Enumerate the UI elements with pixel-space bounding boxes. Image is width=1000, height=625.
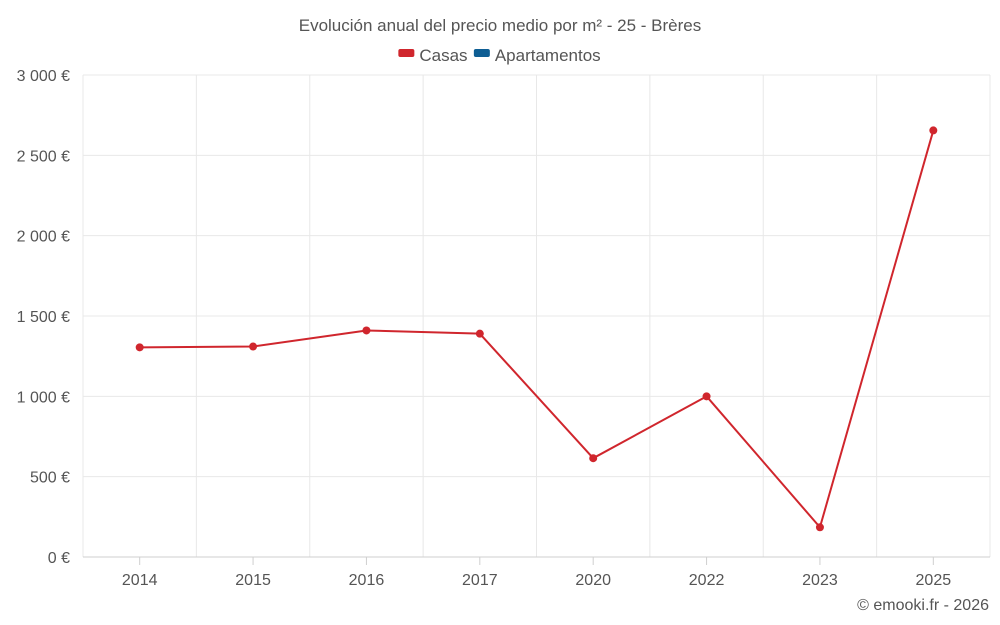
data-point[interactable] [702, 392, 711, 401]
x-tick-label: 2015 [235, 572, 271, 589]
data-point[interactable] [815, 523, 824, 532]
legend-swatch [473, 49, 490, 57]
data-point[interactable] [475, 329, 484, 338]
gridlines [82, 74, 991, 557]
x-tick-label: 2023 [802, 572, 838, 589]
x-tick-label: 2014 [122, 572, 158, 589]
y-tick-label: 1 000 € [17, 389, 70, 406]
y-axis: 0 € 500 € 1 000 € 1 500 € 2 000 € 2 500 € 3 00… [17, 68, 70, 567]
credit-text: © emooki.fr - 2026 [857, 597, 989, 614]
x-tick-label: 2020 [575, 572, 611, 589]
data-point[interactable] [929, 126, 938, 135]
x-tick-label: 2017 [462, 572, 498, 589]
legend-label: Apartamentos [495, 46, 601, 65]
x-axis: 2014 2015 2016 2017 2020 2022 2023 2025 [83, 556, 990, 589]
y-tick-label: 500 € [30, 470, 70, 487]
chart-title: Evolución anual del precio medio por m² … [299, 16, 702, 35]
x-tick-label: 2022 [689, 572, 725, 589]
x-tick-label: 2016 [349, 572, 385, 589]
series-layer [135, 126, 938, 532]
y-tick-label: 2 500 € [17, 148, 70, 165]
y-tick-label: 1 500 € [17, 309, 70, 326]
x-tick-label: 2025 [916, 572, 952, 589]
legend-item-apartamentos[interactable]: Apartamentos [473, 46, 601, 65]
data-point[interactable] [362, 326, 371, 335]
data-point[interactable] [249, 342, 258, 351]
series-line-casas [139, 130, 935, 529]
y-tick-label: 2 000 € [17, 229, 70, 246]
data-point[interactable] [135, 343, 144, 352]
data-point[interactable] [589, 454, 598, 463]
legend-swatch [398, 49, 415, 57]
y-tick-label: 0 € [48, 550, 70, 567]
y-tick-label: 3 000 € [17, 68, 70, 85]
legend-item-casas[interactable]: Casas [398, 46, 468, 65]
legend-label: Casas [419, 46, 467, 65]
legend[interactable]: Casas Apartamentos [398, 46, 601, 65]
